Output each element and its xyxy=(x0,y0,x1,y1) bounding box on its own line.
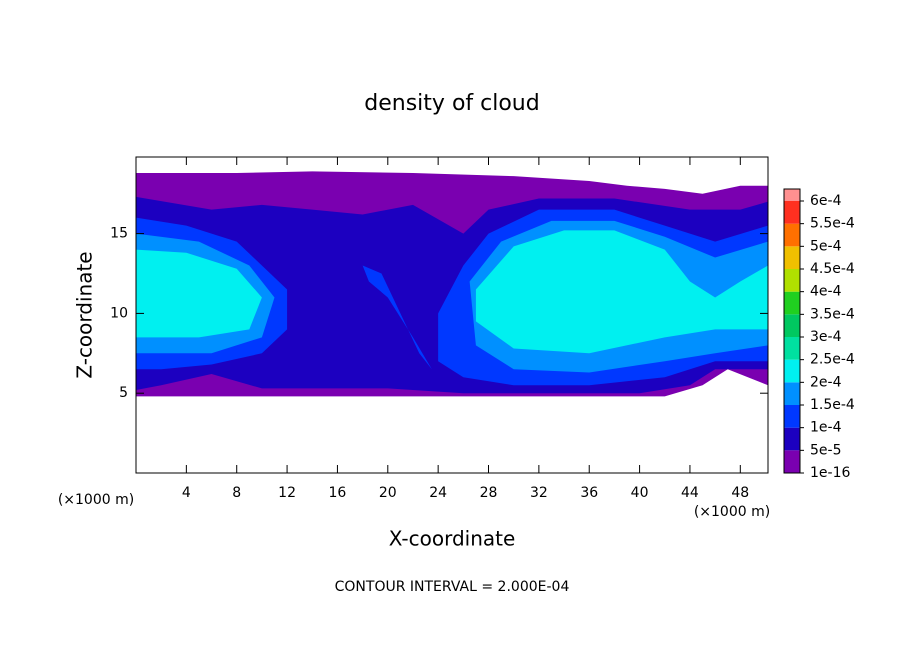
x-tick-label: 24 xyxy=(429,485,447,501)
x-tick-label: 44 xyxy=(681,485,699,501)
colorbar-tick-label: 1e-4 xyxy=(810,420,842,436)
colorbar-segment xyxy=(784,359,800,383)
colorbar-segment xyxy=(784,246,800,269)
contour-region xyxy=(136,249,262,338)
x-axis-label: X-coordinate xyxy=(389,527,516,551)
contour-field xyxy=(136,171,768,397)
y-axis-label: Z-coordinate xyxy=(73,251,97,378)
colorbar-segment xyxy=(784,337,800,360)
x-tick-label: 28 xyxy=(480,485,498,501)
colorbar-frame xyxy=(783,188,801,474)
colorbar-segment xyxy=(784,201,800,224)
x-tick-label: 48 xyxy=(731,485,749,501)
x-tick-label: 36 xyxy=(580,485,598,501)
colorbar-segment xyxy=(784,382,800,405)
y-tick-label: 15 xyxy=(110,226,128,242)
colorbar-tick-label: 4.5e-4 xyxy=(810,261,855,277)
plot-frame xyxy=(135,156,769,474)
footer-note: CONTOUR INTERVAL = 2.000E-04 xyxy=(335,579,570,595)
colorbar-segment xyxy=(784,314,800,337)
x-tick-label: 20 xyxy=(379,485,397,501)
colorbar-tick-label: 6e-4 xyxy=(810,193,842,209)
x-tick-label: 4 xyxy=(182,485,191,501)
colorbar-segment xyxy=(784,450,800,473)
colorbar-tick-label: 2.5e-4 xyxy=(810,352,855,368)
y-tick-label: 5 xyxy=(119,385,128,401)
colorbar-top-segment xyxy=(784,189,800,201)
x-unit-label: (×1000 m) xyxy=(58,492,134,508)
colorbar-tick-label: 5e-4 xyxy=(810,238,842,254)
colorbar-tick-label: 4e-4 xyxy=(810,284,842,300)
colorbar-segment xyxy=(784,427,800,451)
x-tick-label: 16 xyxy=(329,485,347,501)
colorbar-tick-label: 1.5e-4 xyxy=(810,397,855,413)
colorbar-tick-label: 5e-5 xyxy=(810,442,841,458)
colorbar-segment xyxy=(784,223,800,247)
x-tick-label: 40 xyxy=(631,485,649,501)
chart-title: density of cloud xyxy=(364,91,539,116)
x-tick-label: 32 xyxy=(530,485,548,501)
colorbar-tick-label: 1e-16 xyxy=(810,465,850,481)
contour-region xyxy=(362,265,432,370)
x-tick-label: 12 xyxy=(278,485,296,501)
y-tick-label: 10 xyxy=(110,305,128,321)
colorbar-tick-label: 2e-4 xyxy=(810,374,842,390)
colorbar-tick-label: 3.5e-4 xyxy=(810,306,855,322)
colorbar-segment xyxy=(784,291,800,315)
colorbar-tick-label: 5.5e-4 xyxy=(810,216,855,232)
colorbar-segment xyxy=(784,405,800,428)
colorbar-tick-label: 3e-4 xyxy=(810,329,842,345)
x-unit-label: (×1000 m) xyxy=(694,504,770,520)
x-tick-label: 8 xyxy=(232,485,241,501)
colorbar-segment xyxy=(784,269,800,292)
contour-region xyxy=(475,230,768,354)
